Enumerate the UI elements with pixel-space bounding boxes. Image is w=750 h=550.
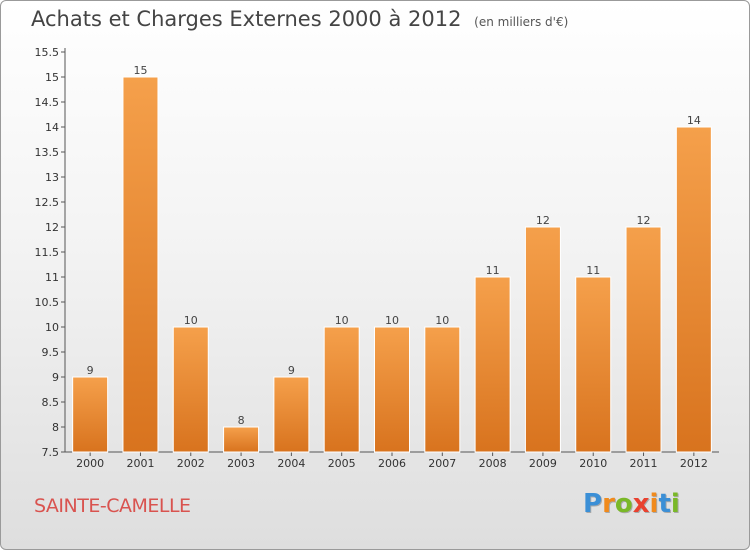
y-tick-label: 11.5	[35, 246, 60, 259]
x-tick-label: 2007	[428, 457, 456, 470]
value-label-2006: 10	[385, 314, 399, 327]
logo-letter: i	[670, 489, 680, 519]
logo-letter: r	[602, 489, 615, 519]
x-tick-label: 2009	[529, 457, 557, 470]
bar-2000	[72, 376, 109, 453]
bar-2001	[122, 76, 159, 453]
y-tick-label: 8.5	[42, 396, 60, 409]
bar-2009	[524, 226, 561, 453]
y-tick-label: 12.5	[35, 196, 60, 209]
bar-2010	[575, 276, 612, 453]
bar-2006	[374, 326, 410, 453]
logo-letter: x	[632, 489, 650, 519]
bars	[72, 76, 712, 453]
y-tick-label: 13	[45, 171, 59, 184]
x-tick-label: 2008	[479, 457, 507, 470]
logo-letter: o	[614, 489, 633, 519]
y-tick-label: 12	[45, 221, 59, 234]
x-tick-label: 2000	[76, 457, 104, 470]
x-tick-label: 2006	[378, 457, 406, 470]
value-label-2003: 8	[238, 414, 245, 427]
y-tick-label: 8	[52, 421, 59, 434]
value-label-2000: 9	[87, 364, 94, 377]
x-tick-label: 2005	[328, 457, 356, 470]
y-tick-label: 10	[45, 321, 59, 334]
x-tick-label: 2003	[227, 457, 255, 470]
y-tick-label: 9	[52, 371, 59, 384]
y-tick-label: 13.5	[35, 146, 60, 159]
bar-2012	[675, 126, 712, 453]
x-tick-label: 2002	[177, 457, 205, 470]
x-tick-label: 2001	[126, 457, 154, 470]
y-tick-label: 15	[45, 71, 59, 84]
place-name: SAINTE-CAMELLE	[34, 495, 191, 517]
value-labels: 9 15 10 8 9 10 10 10 11 12 11 12 14	[87, 64, 701, 427]
y-tick-label: 15.5	[35, 46, 60, 59]
bar-2011	[625, 226, 662, 453]
x-tick-label: 2010	[579, 457, 607, 470]
y-tick-label: 9.5	[42, 346, 60, 359]
x-tick-label: 2004	[277, 457, 305, 470]
value-label-2005: 10	[335, 314, 349, 327]
logo-letter: i	[649, 489, 659, 519]
bar-2003	[223, 426, 260, 453]
value-label-2012: 14	[687, 114, 701, 127]
y-tick-label: 14	[45, 121, 59, 134]
value-label-2008: 11	[486, 264, 500, 277]
y-axis: 7.5 8 8.5 9 9.5 10 10.5 11 11.5 12 12.5 13 13.5 14 14.…	[35, 46, 66, 459]
value-label-2001: 15	[133, 64, 147, 77]
logo-letter: t	[658, 489, 671, 519]
y-tick-label: 10.5	[35, 296, 60, 309]
x-axis: 2000 2001 2002 2003 2004 2005 2006 2007 2008 2009…	[65, 451, 719, 470]
y-tick-label: 7.5	[42, 446, 60, 459]
y-tick-label: 14.5	[35, 96, 60, 109]
value-label-2009: 12	[536, 214, 550, 227]
chart-title: Achats et Charges Externes 2000 à 2012 (…	[31, 7, 568, 31]
value-label-2004: 9	[288, 364, 295, 377]
value-label-2007: 10	[435, 314, 449, 327]
bar-2004	[273, 376, 310, 453]
x-tick-label: 2012	[680, 457, 708, 470]
bar-2008	[474, 276, 511, 453]
bar-2007	[424, 326, 461, 453]
value-label-2011: 12	[637, 214, 651, 227]
bar-2002	[172, 326, 209, 453]
bar-2005	[323, 326, 360, 453]
x-tick-label: 2011	[630, 457, 658, 470]
chart-subtitle: (en milliers d'€)	[474, 15, 569, 29]
value-label-2010: 11	[586, 264, 600, 277]
chart-title-text: Achats et Charges Externes 2000 à 2012	[31, 7, 462, 31]
y-tick-label: 11	[45, 271, 59, 284]
logo-letter: P	[583, 489, 603, 519]
value-label-2002: 10	[184, 314, 198, 327]
